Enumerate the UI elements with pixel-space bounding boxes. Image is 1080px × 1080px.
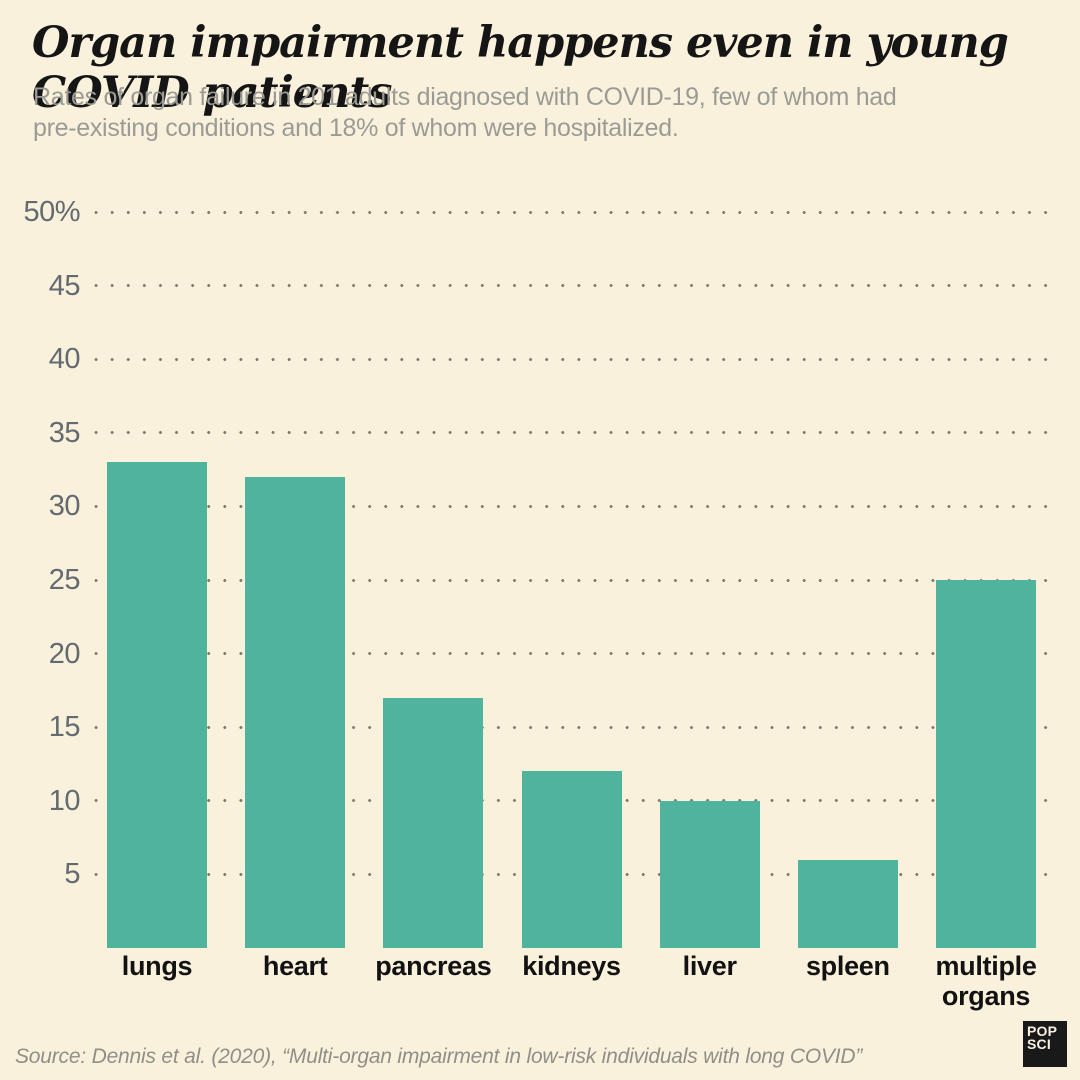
y-tick-label: 20 — [48, 637, 81, 670]
y-tick-label: 15 — [48, 711, 81, 744]
dotted-gridline — [88, 504, 1056, 508]
y-tick-label: 25 — [48, 564, 81, 596]
bar-spleen — [797, 859, 898, 948]
dotted-gridline — [88, 652, 1056, 656]
x-axis-label: kidneys — [522, 951, 621, 981]
y-tick-label: 10 — [48, 784, 81, 817]
x-axis-label: heart — [262, 951, 328, 981]
dotted-gridline — [88, 284, 1056, 288]
y-tick-label: 40 — [48, 343, 81, 376]
bar-kidneys — [521, 771, 622, 948]
y-tick-label: 35 — [48, 416, 81, 449]
chart-subtitle: Rates of organ failure in 201 adults dia… — [33, 82, 897, 144]
bar-lungs — [107, 462, 207, 948]
popsci-logo: POP SCI — [1023, 1021, 1067, 1067]
dotted-gridline — [88, 725, 1056, 729]
bar-multiple-organs — [936, 580, 1037, 948]
x-axis-label: spleen — [805, 951, 890, 981]
bar-liver — [659, 800, 760, 948]
x-axis-label: pancreas — [375, 951, 492, 981]
logo-text-sci: SCI — [1027, 1036, 1051, 1052]
dotted-gridline — [88, 431, 1056, 435]
dotted-gridline — [88, 210, 1056, 214]
y-tick-label: 5 — [64, 858, 80, 891]
subtitle-line-2: pre-existing conditions and 18% of whom … — [33, 114, 679, 142]
y-tick-label: 30 — [48, 490, 81, 523]
bar-pancreas — [383, 697, 484, 948]
x-axis-label: liver — [682, 951, 737, 981]
y-tick-label: 50% — [23, 196, 80, 228]
x-axis-label: lungs — [121, 951, 193, 981]
dotted-gridline — [88, 578, 1056, 582]
logo-text-pop: POP — [1027, 1023, 1058, 1039]
chart-title: Organ impairment happens even in young C… — [32, 18, 1009, 118]
y-tick-label: 45 — [48, 269, 81, 302]
bar-heart — [245, 476, 346, 948]
dotted-gridline — [88, 357, 1056, 361]
x-axis-label: multiple organs — [935, 951, 1037, 1011]
subtitle-line-1: Rates of organ failure in 201 adults dia… — [33, 83, 897, 111]
source-note: Source: Dennis et al. (2020), “Multi-org… — [15, 1045, 863, 1068]
